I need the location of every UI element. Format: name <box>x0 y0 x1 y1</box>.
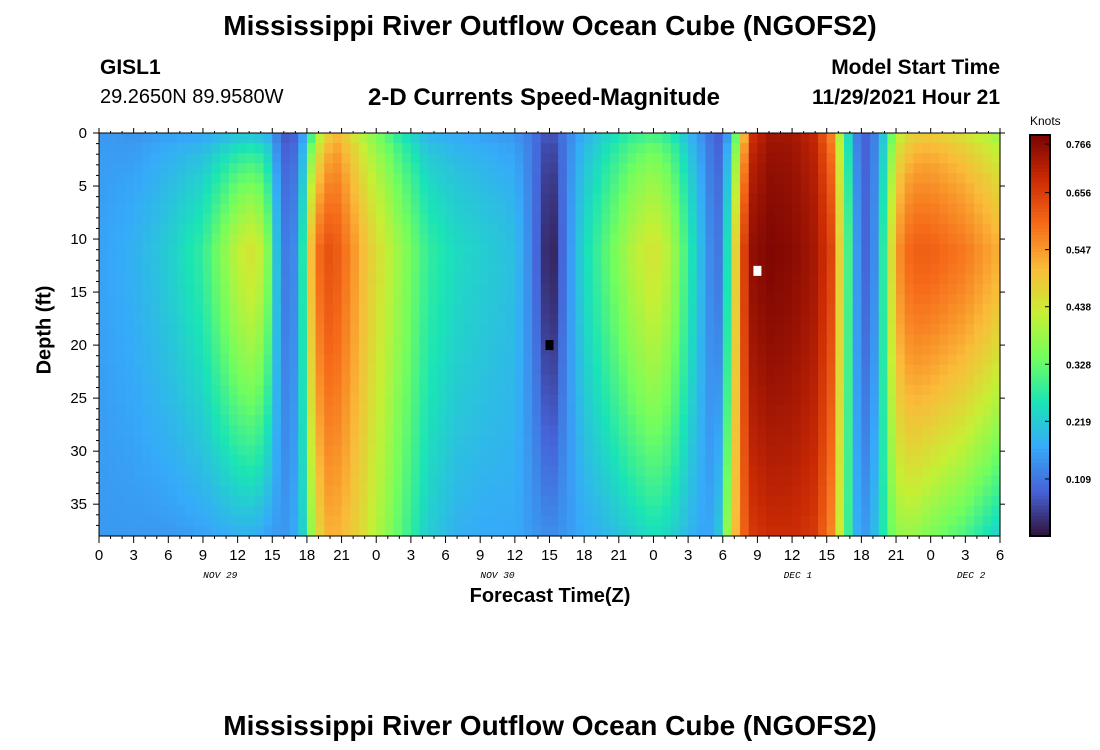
colorbar-tick-label: 0.547 <box>1066 246 1091 257</box>
x-tick-label: 18 <box>853 547 870 564</box>
x-tick-label: 18 <box>299 547 316 564</box>
model-start-label: Model Start Time <box>831 56 1000 79</box>
x-tick-label: 15 <box>264 547 281 564</box>
x-tick-label: 9 <box>199 547 207 564</box>
y-tick-label: 35 <box>70 496 87 513</box>
x-tick-label: 15 <box>818 547 835 564</box>
page-title-bottom: Mississippi River Outflow Ocean Cube (NG… <box>223 710 877 741</box>
y-tick-label: 15 <box>70 284 87 301</box>
colorbar-gradient <box>1030 135 1050 537</box>
x-tick-label: 3 <box>961 547 969 564</box>
x-tick-label: 12 <box>784 547 801 564</box>
max-marker <box>753 265 762 276</box>
y-tick-label: 10 <box>70 231 87 248</box>
colorbar-tick-label: 0.328 <box>1066 360 1091 371</box>
x-tick-label: 3 <box>407 547 415 564</box>
x-tick-label: 21 <box>333 547 350 564</box>
min-marker <box>545 340 554 351</box>
x-tick-label: 3 <box>684 547 692 564</box>
x-tick-label: 0 <box>372 547 380 564</box>
colorbar-unit: Knots <box>1030 114 1061 128</box>
x-tick-label: 9 <box>753 547 761 564</box>
x-tick-label: 9 <box>476 547 484 564</box>
y-tick-label: 30 <box>70 443 87 460</box>
colorbar-tick-label: 0.109 <box>1066 475 1091 486</box>
x-tick-label: 6 <box>164 547 172 564</box>
station-coords: 29.2650N 89.9580W <box>100 86 284 108</box>
x-tick-label: 0 <box>649 547 657 564</box>
x-tick-label: 6 <box>719 547 727 564</box>
colorbar-tick-label: 0.766 <box>1066 140 1091 151</box>
y-tick-label: 25 <box>70 390 87 407</box>
colorbar-tick-label: 0.656 <box>1066 189 1091 200</box>
model-start-value: 11/29/2021 Hour 21 <box>812 86 1000 109</box>
colorbar-tick-label: 0.438 <box>1066 303 1091 314</box>
x-tick-label: 6 <box>996 547 1004 564</box>
x-tick-label: 6 <box>441 547 449 564</box>
y-tick-label: 0 <box>79 125 87 142</box>
x-tick-label: 21 <box>888 547 905 564</box>
station-id: GISL1 <box>100 56 161 79</box>
x-tick-label: 12 <box>507 547 524 564</box>
x-axis-label: Forecast Time(Z) <box>469 585 631 607</box>
x-tick-label: 21 <box>610 547 627 564</box>
x-date-label: DEC 2 <box>957 570 986 581</box>
x-tick-label: 0 <box>95 547 103 564</box>
y-tick-label: 20 <box>70 337 87 354</box>
x-tick-label: 3 <box>129 547 137 564</box>
page-title: Mississippi River Outflow Ocean Cube (NG… <box>223 10 877 41</box>
x-date-label: DEC 1 <box>784 570 813 581</box>
x-tick-label: 0 <box>927 547 935 564</box>
x-tick-label: 15 <box>541 547 558 564</box>
heatmap-chart: 0 3 6 9 12 15 18 21 0 3 6 9 12 15 18 21 0 3 6 9 12 15 18 21 0 3 6 N… <box>70 114 1091 581</box>
y-tick-label: 5 <box>79 178 87 195</box>
chart-subtitle: 2-D Currents Speed-Magnitude <box>368 84 721 111</box>
x-date-label: NOV 29 <box>203 570 238 581</box>
colorbar-frame <box>1029 134 1051 537</box>
colorbar-tick-label: 0.219 <box>1066 417 1091 428</box>
x-date-label: NOV 30 <box>480 570 515 581</box>
x-tick-label: 18 <box>576 547 593 564</box>
heatmap-cells <box>99 133 1001 537</box>
x-tick-label: 12 <box>229 547 246 564</box>
